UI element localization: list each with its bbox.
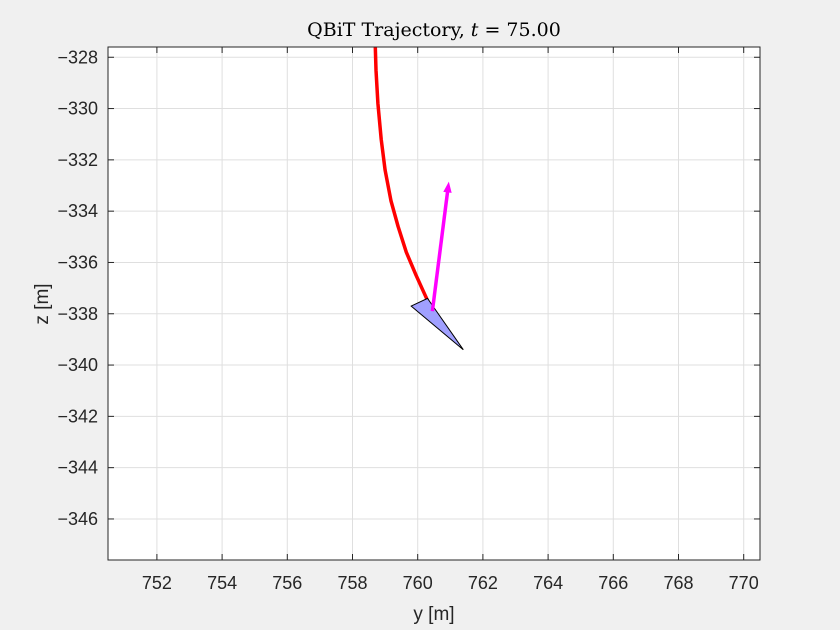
x-tick-label: 766 (598, 573, 628, 593)
velocity-arrow-head (443, 181, 452, 193)
x-tick-label: 752 (142, 573, 172, 593)
y-tick-label: −328 (57, 47, 98, 67)
ticks (108, 47, 760, 560)
trajectory-line (373, 46, 434, 312)
x-tick-label: 756 (272, 573, 302, 593)
chart-title: QBiT Trajectory, t = 75.00 (307, 19, 561, 41)
y-tick-label: −340 (57, 355, 98, 375)
y-tick-label: −338 (57, 304, 98, 324)
plot-area (373, 46, 464, 351)
grid-lines (108, 47, 760, 560)
y-tick-label: −346 (57, 509, 98, 529)
x-tick-label: 760 (403, 573, 433, 593)
chart-title-value: = 75.00 (478, 19, 560, 41)
chart-title-text: QBiT Trajectory, (307, 19, 471, 41)
axes-box (107, 46, 761, 561)
y-tick-label: −336 (57, 252, 98, 272)
y-tick-label: −342 (57, 406, 98, 426)
x-tick-label: 762 (468, 573, 498, 593)
x-tick-label: 754 (207, 573, 237, 593)
velocity-arrow-shaft (430, 191, 450, 312)
y-tick-label: −330 (57, 99, 98, 119)
y-tick-label: −332 (57, 150, 98, 170)
x-axis-label: y [m] (413, 604, 454, 625)
x-tick-label: 764 (533, 573, 563, 593)
x-tick-labels: 752 754 756 758 760 762 764 766 768 770 (142, 573, 759, 593)
x-tick-label: 770 (729, 573, 759, 593)
y-tick-labels: −328 −330 −332 −334 −336 −338 −340 −342 −344 −346 (57, 47, 98, 529)
y-axis-label: z [m] (32, 283, 53, 324)
y-tick-label: −334 (57, 201, 98, 221)
vehicle-marker (410, 297, 464, 351)
chart-title-variable: t (471, 19, 479, 41)
x-tick-label: 768 (663, 573, 693, 593)
y-tick-label: −344 (57, 458, 98, 478)
x-tick-label: 758 (337, 573, 367, 593)
